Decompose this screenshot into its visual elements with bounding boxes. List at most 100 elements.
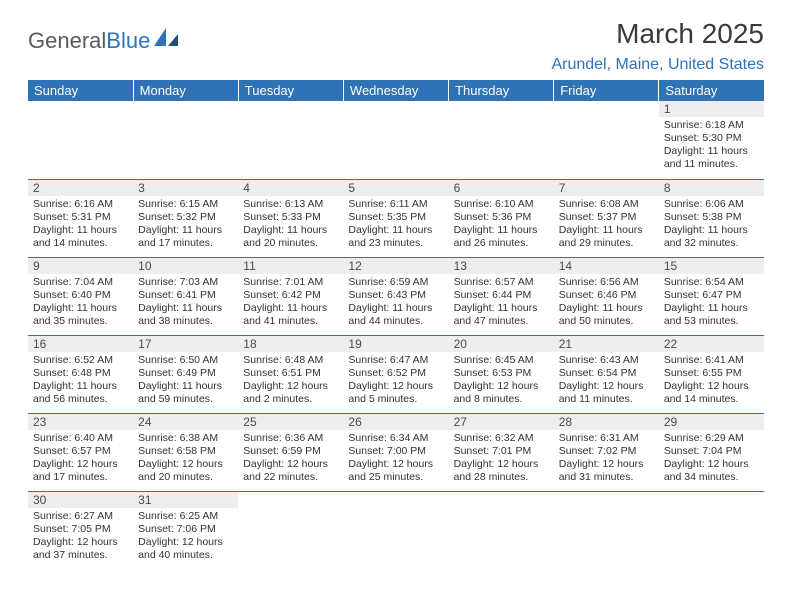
calendar-week-row: 30Sunrise: 6:27 AMSunset: 7:05 PMDayligh…: [28, 491, 764, 569]
day-details: Sunrise: 6:08 AMSunset: 5:37 PMDaylight:…: [554, 196, 659, 255]
sunrise-text: Sunrise: 6:34 AM: [348, 432, 443, 445]
calendar-cell: 20Sunrise: 6:45 AMSunset: 6:53 PMDayligh…: [449, 335, 554, 413]
calendar-cell: [343, 491, 448, 569]
daylight-line1: Daylight: 11 hours: [664, 224, 759, 237]
daylight-line2: and 28 minutes.: [454, 471, 549, 484]
sunset-text: Sunset: 6:47 PM: [664, 289, 759, 302]
daylight-line2: and 56 minutes.: [33, 393, 128, 406]
day-details: Sunrise: 6:29 AMSunset: 7:04 PMDaylight:…: [659, 430, 764, 489]
calendar-cell: 28Sunrise: 6:31 AMSunset: 7:02 PMDayligh…: [554, 413, 659, 491]
day-number: 12: [343, 258, 448, 274]
calendar-cell: 14Sunrise: 6:56 AMSunset: 6:46 PMDayligh…: [554, 257, 659, 335]
daylight-line1: Daylight: 12 hours: [664, 380, 759, 393]
calendar-cell: 24Sunrise: 6:38 AMSunset: 6:58 PMDayligh…: [133, 413, 238, 491]
sunset-text: Sunset: 6:44 PM: [454, 289, 549, 302]
sunset-text: Sunset: 6:52 PM: [348, 367, 443, 380]
sunset-text: Sunset: 6:55 PM: [664, 367, 759, 380]
day-number: 2: [28, 180, 133, 196]
sunset-text: Sunset: 6:46 PM: [559, 289, 654, 302]
daylight-line2: and 8 minutes.: [454, 393, 549, 406]
calendar-cell: [659, 491, 764, 569]
weekday-header: Tuesday: [238, 80, 343, 101]
sunset-text: Sunset: 6:59 PM: [243, 445, 338, 458]
day-details: Sunrise: 6:25 AMSunset: 7:06 PMDaylight:…: [133, 508, 238, 567]
day-details: Sunrise: 6:10 AMSunset: 5:36 PMDaylight:…: [449, 196, 554, 255]
day-number: 29: [659, 414, 764, 430]
daylight-line1: Daylight: 11 hours: [33, 380, 128, 393]
daylight-line2: and 2 minutes.: [243, 393, 338, 406]
day-number: 4: [238, 180, 343, 196]
day-details: Sunrise: 6:13 AMSunset: 5:33 PMDaylight:…: [238, 196, 343, 255]
calendar-cell: 2Sunrise: 6:16 AMSunset: 5:31 PMDaylight…: [28, 179, 133, 257]
daylight-line2: and 20 minutes.: [138, 471, 233, 484]
calendar-cell: [449, 491, 554, 569]
calendar-week-row: 2Sunrise: 6:16 AMSunset: 5:31 PMDaylight…: [28, 179, 764, 257]
daylight-line2: and 59 minutes.: [138, 393, 233, 406]
sunrise-text: Sunrise: 6:16 AM: [33, 198, 128, 211]
daylight-line2: and 32 minutes.: [664, 237, 759, 250]
day-details: Sunrise: 6:18 AMSunset: 5:30 PMDaylight:…: [659, 117, 764, 176]
sunrise-text: Sunrise: 6:48 AM: [243, 354, 338, 367]
calendar-cell: 8Sunrise: 6:06 AMSunset: 5:38 PMDaylight…: [659, 179, 764, 257]
daylight-line1: Daylight: 12 hours: [664, 458, 759, 471]
daylight-line1: Daylight: 11 hours: [138, 380, 233, 393]
calendar-cell: 12Sunrise: 6:59 AMSunset: 6:43 PMDayligh…: [343, 257, 448, 335]
day-number: 9: [28, 258, 133, 274]
calendar-cell: 21Sunrise: 6:43 AMSunset: 6:54 PMDayligh…: [554, 335, 659, 413]
sunrise-text: Sunrise: 6:56 AM: [559, 276, 654, 289]
daylight-line2: and 50 minutes.: [559, 315, 654, 328]
sunrise-text: Sunrise: 6:47 AM: [348, 354, 443, 367]
sunrise-text: Sunrise: 6:41 AM: [664, 354, 759, 367]
day-number: 13: [449, 258, 554, 274]
sunset-text: Sunset: 6:42 PM: [243, 289, 338, 302]
brand-part1: General: [28, 28, 106, 54]
day-details: Sunrise: 6:52 AMSunset: 6:48 PMDaylight:…: [28, 352, 133, 411]
daylight-line2: and 11 minutes.: [559, 393, 654, 406]
day-number: 1: [659, 101, 764, 117]
sunrise-text: Sunrise: 6:54 AM: [664, 276, 759, 289]
daylight-line1: Daylight: 12 hours: [243, 458, 338, 471]
day-details: Sunrise: 6:50 AMSunset: 6:49 PMDaylight:…: [133, 352, 238, 411]
calendar-cell: [554, 491, 659, 569]
sunrise-text: Sunrise: 6:27 AM: [33, 510, 128, 523]
sunset-text: Sunset: 6:43 PM: [348, 289, 443, 302]
sunset-text: Sunset: 7:02 PM: [559, 445, 654, 458]
sunrise-text: Sunrise: 6:08 AM: [559, 198, 654, 211]
daylight-line2: and 53 minutes.: [664, 315, 759, 328]
title-block: March 2025: [616, 18, 764, 50]
calendar-cell: 23Sunrise: 6:40 AMSunset: 6:57 PMDayligh…: [28, 413, 133, 491]
day-number: 15: [659, 258, 764, 274]
sunrise-text: Sunrise: 6:15 AM: [138, 198, 233, 211]
weekday-header: Monday: [133, 80, 238, 101]
sunset-text: Sunset: 6:53 PM: [454, 367, 549, 380]
sunset-text: Sunset: 7:05 PM: [33, 523, 128, 536]
daylight-line1: Daylight: 12 hours: [33, 536, 128, 549]
sunset-text: Sunset: 6:48 PM: [33, 367, 128, 380]
day-details: Sunrise: 6:38 AMSunset: 6:58 PMDaylight:…: [133, 430, 238, 489]
daylight-line1: Daylight: 11 hours: [138, 224, 233, 237]
calendar-cell: 10Sunrise: 7:03 AMSunset: 6:41 PMDayligh…: [133, 257, 238, 335]
sunrise-text: Sunrise: 6:18 AM: [664, 119, 759, 132]
daylight-line2: and 31 minutes.: [559, 471, 654, 484]
day-number: 14: [554, 258, 659, 274]
daylight-line1: Daylight: 12 hours: [138, 536, 233, 549]
day-number: 24: [133, 414, 238, 430]
daylight-line1: Daylight: 11 hours: [559, 224, 654, 237]
daylight-line1: Daylight: 12 hours: [138, 458, 233, 471]
sunset-text: Sunset: 5:37 PM: [559, 211, 654, 224]
sunset-text: Sunset: 5:35 PM: [348, 211, 443, 224]
sunrise-text: Sunrise: 6:59 AM: [348, 276, 443, 289]
calendar-table: Sunday Monday Tuesday Wednesday Thursday…: [28, 80, 764, 569]
calendar-cell: 7Sunrise: 6:08 AMSunset: 5:37 PMDaylight…: [554, 179, 659, 257]
day-details: Sunrise: 6:36 AMSunset: 6:59 PMDaylight:…: [238, 430, 343, 489]
day-number: 7: [554, 180, 659, 196]
daylight-line1: Daylight: 11 hours: [33, 302, 128, 315]
day-details: Sunrise: 6:45 AMSunset: 6:53 PMDaylight:…: [449, 352, 554, 411]
calendar-cell: 27Sunrise: 6:32 AMSunset: 7:01 PMDayligh…: [449, 413, 554, 491]
day-details: Sunrise: 6:41 AMSunset: 6:55 PMDaylight:…: [659, 352, 764, 411]
daylight-line2: and 26 minutes.: [454, 237, 549, 250]
weekday-header: Sunday: [28, 80, 133, 101]
daylight-line2: and 44 minutes.: [348, 315, 443, 328]
sunrise-text: Sunrise: 6:11 AM: [348, 198, 443, 211]
daylight-line2: and 11 minutes.: [664, 158, 759, 171]
